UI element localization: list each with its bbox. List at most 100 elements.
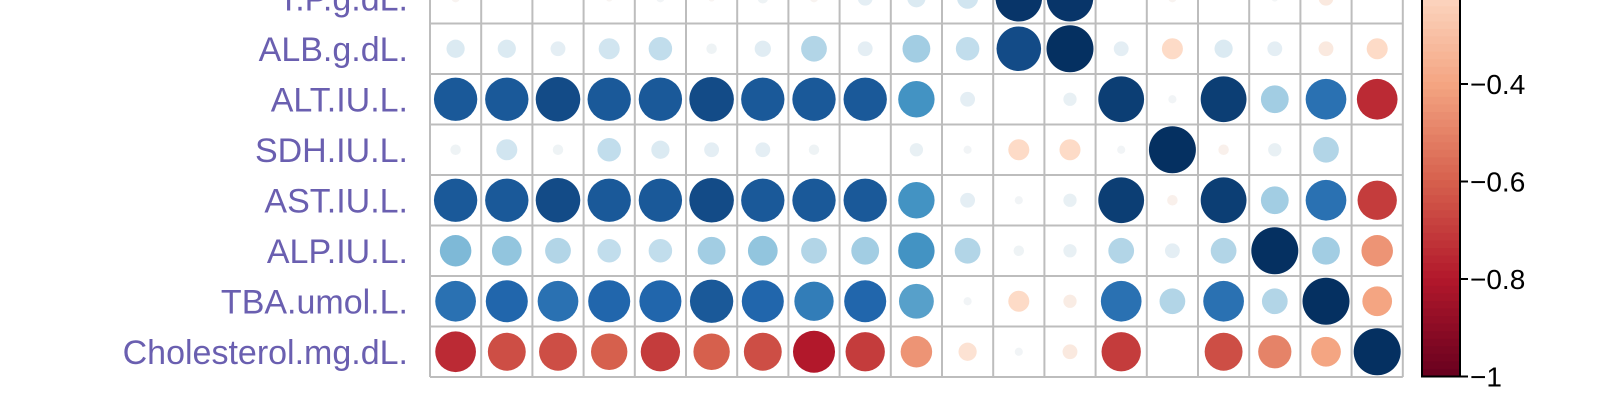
correlation-circle [597, 138, 621, 162]
row-label: SDH.IU.L. [255, 132, 408, 170]
correlation-circle [1258, 335, 1292, 369]
correlation-circle [1159, 288, 1186, 315]
correlation-circle [743, 332, 782, 371]
colorbar-tick-label: −1 [1470, 362, 1502, 393]
colorbar-segment [1422, 119, 1460, 128]
correlation-circle [1059, 139, 1081, 161]
correlation-circle [1210, 237, 1237, 264]
correlation-circle [487, 332, 526, 371]
correlation-circle [588, 280, 631, 323]
correlation-circle [435, 280, 476, 322]
correlation-circle [1108, 237, 1135, 264]
correlation-circle [1013, 245, 1025, 256]
correlation-circle [1063, 244, 1077, 258]
colorbar-segment [1422, 36, 1460, 45]
correlation-circle [535, 76, 581, 122]
correlation-circle [955, 37, 980, 61]
correlation-circle [1261, 288, 1288, 315]
correlation-circle [1062, 344, 1078, 360]
correlation-circle [900, 335, 933, 368]
colorbar-segment [1422, 225, 1460, 234]
correlation-circle [606, 0, 613, 2]
correlation-circle [1063, 92, 1077, 106]
correlation-circle [741, 178, 785, 222]
correlation-circle [689, 177, 734, 223]
colorbar-segment [1422, 81, 1460, 90]
correlation-circle [1362, 286, 1393, 317]
correlation-circle [755, 142, 771, 158]
correlation-circles [433, 0, 1401, 376]
row-label: ALT.IU.L. [271, 81, 408, 119]
correlation-circle [958, 342, 977, 361]
colorbar-segment [1422, 331, 1460, 340]
correlation-circle [638, 77, 683, 121]
correlation-circle [1305, 179, 1347, 221]
correlation-circle [954, 237, 981, 264]
correlation-circle [1271, 0, 1278, 2]
row-label: ALB.g.dL. [259, 31, 408, 69]
correlation-circle [1014, 347, 1023, 356]
correlation-circle [1008, 139, 1030, 161]
correlation-circle [491, 235, 522, 266]
colorbar-segment [1422, 180, 1460, 189]
correlation-circle [754, 40, 771, 57]
correlation-circle [794, 281, 834, 321]
colorbar-segment [1422, 300, 1460, 310]
correlation-circle [808, 144, 820, 155]
correlation-circle [1318, 41, 1334, 57]
colorbar-segment [1422, 240, 1460, 249]
colorbar-segment [1422, 112, 1460, 121]
correlation-circle [996, 26, 1042, 72]
row-label: AST.IU.L. [264, 182, 408, 220]
correlation-circle [1260, 85, 1289, 114]
correlation-circle [1167, 195, 1178, 206]
correlation-circle [792, 178, 836, 222]
colorbar-tick-label: −0.6 [1470, 167, 1525, 198]
correlation-circle [1046, 25, 1094, 73]
colorbar-segment [1422, 285, 1460, 294]
correlation-circle [689, 279, 734, 323]
correlation-circle [1098, 177, 1145, 224]
correlation-circle [960, 91, 976, 107]
correlation-circle [704, 142, 720, 158]
correlation-circle [648, 239, 673, 263]
correlation-circle [1200, 177, 1247, 224]
correlation-circle [963, 297, 972, 306]
colorbar-segment [1422, 66, 1460, 75]
correlation-circle [639, 280, 682, 323]
correlation-circle [539, 332, 577, 371]
colorbar-segment [1422, 134, 1460, 143]
correlation-circle [1311, 336, 1341, 367]
correlation-circle [435, 331, 476, 373]
colorbar-segment [1422, 255, 1460, 264]
correlation-circle [1204, 332, 1243, 371]
correlation-circle [550, 41, 566, 57]
correlation-circle [496, 139, 518, 161]
correlation-circle [497, 39, 516, 58]
correlation-circle [909, 143, 924, 157]
colorbar-segment [1422, 149, 1460, 158]
correlation-circle [1101, 332, 1141, 372]
colorbar-segment [1422, 89, 1460, 98]
correlation-circle [1008, 290, 1030, 312]
correlation-circle [552, 144, 564, 155]
colorbar-segment [1422, 104, 1460, 113]
colorbar-segment [1422, 28, 1460, 38]
correlation-circle [898, 81, 935, 118]
colorbar-segment [1422, 210, 1460, 219]
correlation-circle [1218, 144, 1229, 155]
correlation-circle [1260, 186, 1289, 215]
colorbar-segment [1422, 96, 1460, 106]
colorbar-segment [1422, 157, 1460, 166]
correlation-circle [1312, 236, 1340, 265]
correlation-circle [857, 41, 873, 57]
correlation-circle [656, 0, 665, 3]
correlation-circle [485, 178, 529, 222]
correlation-circle [587, 178, 631, 222]
correlation-circle [638, 178, 683, 222]
row-label: T.P.g.dL. [278, 0, 408, 18]
correlation-circle [1100, 280, 1142, 322]
correlation-circle [697, 236, 726, 265]
correlation-circle [1063, 193, 1077, 207]
colorbar-tick-label: −0.8 [1470, 264, 1525, 295]
